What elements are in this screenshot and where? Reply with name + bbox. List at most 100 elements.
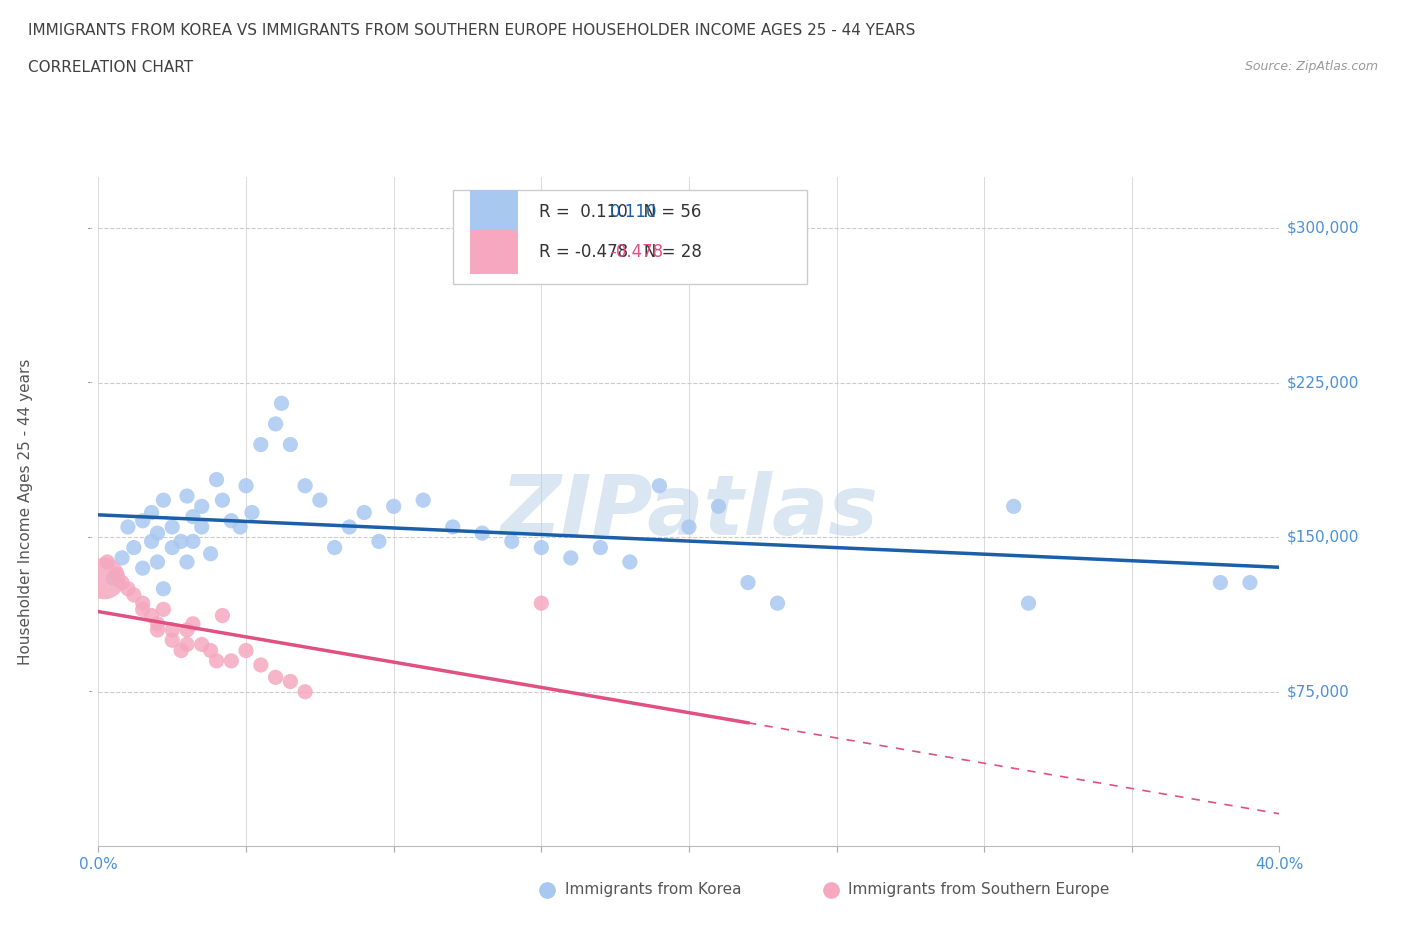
Point	[229, 520, 252, 535]
Text: $300,000: $300,000	[1286, 220, 1360, 235]
Point	[146, 554, 169, 569]
Point	[211, 608, 233, 623]
Point	[181, 534, 204, 549]
Point	[181, 510, 204, 525]
Point	[1002, 498, 1025, 513]
Text: R = -0.478   N = 28: R = -0.478 N = 28	[538, 243, 702, 261]
Point	[441, 520, 464, 535]
Point	[105, 567, 128, 582]
Point	[309, 493, 332, 508]
Point	[191, 520, 214, 535]
Point	[152, 493, 174, 508]
Point	[412, 493, 434, 508]
Text: Source: ZipAtlas.com: Source: ZipAtlas.com	[1244, 60, 1378, 73]
Point	[191, 498, 214, 513]
Point	[162, 520, 183, 535]
Point	[368, 534, 391, 549]
Point	[141, 505, 163, 520]
Point	[353, 505, 375, 520]
Point	[619, 554, 641, 569]
Point	[235, 644, 257, 658]
Text: $75,000: $75,000	[1286, 684, 1350, 699]
Point	[132, 602, 155, 617]
Point	[200, 644, 222, 658]
Point	[278, 674, 302, 689]
FancyBboxPatch shape	[453, 190, 807, 284]
Point	[146, 617, 169, 631]
Point	[264, 670, 287, 684]
Point	[176, 637, 198, 652]
Point	[648, 478, 671, 493]
Point	[219, 513, 242, 528]
Point	[1239, 575, 1261, 590]
Point	[146, 525, 169, 540]
Point	[560, 551, 582, 565]
Text: Householder Income Ages 25 - 44 years: Householder Income Ages 25 - 44 years	[18, 358, 32, 665]
Point	[117, 581, 139, 596]
Point	[96, 554, 118, 569]
Point	[117, 520, 139, 535]
Point	[250, 437, 273, 452]
Text: IMMIGRANTS FROM KOREA VS IMMIGRANTS FROM SOUTHERN EUROPE HOUSEHOLDER INCOME AGES: IMMIGRANTS FROM KOREA VS IMMIGRANTS FROM…	[28, 23, 915, 38]
Point	[141, 534, 163, 549]
Point	[707, 498, 730, 513]
Point	[337, 520, 360, 535]
Point	[278, 437, 302, 452]
FancyBboxPatch shape	[471, 231, 517, 273]
Point	[146, 622, 169, 637]
Point	[1017, 596, 1039, 611]
Point	[162, 632, 183, 647]
Point	[162, 622, 183, 637]
Point	[132, 513, 155, 528]
Point	[205, 654, 228, 669]
Point	[132, 561, 155, 576]
Point	[205, 472, 228, 487]
Point	[219, 654, 242, 669]
Point	[382, 498, 405, 513]
Text: ZIPatlas: ZIPatlas	[501, 471, 877, 552]
Point	[264, 417, 287, 432]
Point	[501, 534, 523, 549]
Point	[200, 546, 222, 561]
Point	[122, 588, 145, 603]
Point	[294, 478, 316, 493]
Point	[132, 596, 155, 611]
Point	[176, 488, 198, 503]
Point	[270, 396, 292, 411]
Point	[162, 540, 183, 555]
Text: $150,000: $150,000	[1286, 530, 1358, 545]
Text: 0.110: 0.110	[610, 203, 658, 220]
Point	[176, 622, 198, 637]
Point	[737, 575, 759, 590]
Text: CORRELATION CHART: CORRELATION CHART	[28, 60, 193, 75]
Point	[589, 540, 612, 555]
Point	[530, 540, 553, 555]
Point	[294, 684, 316, 699]
Point	[152, 602, 174, 617]
Point	[93, 571, 115, 586]
Point	[250, 658, 273, 672]
Point	[122, 540, 145, 555]
Point	[530, 596, 553, 611]
Text: -0.478: -0.478	[610, 243, 664, 261]
Point	[323, 540, 346, 555]
Point	[111, 551, 134, 565]
Point	[235, 478, 257, 493]
Point	[191, 637, 214, 652]
Text: $225,000: $225,000	[1286, 375, 1358, 391]
Text: Immigrants from Southern Europe: Immigrants from Southern Europe	[848, 883, 1109, 897]
Text: R =  0.110   N = 56: R = 0.110 N = 56	[538, 203, 702, 220]
Point	[141, 608, 163, 623]
FancyBboxPatch shape	[471, 190, 517, 233]
Point	[471, 525, 494, 540]
Point	[1209, 575, 1232, 590]
Point	[176, 554, 198, 569]
Text: Immigrants from Korea: Immigrants from Korea	[565, 883, 741, 897]
Point	[766, 596, 789, 611]
Point	[103, 571, 125, 586]
Point	[240, 505, 263, 520]
Point	[678, 520, 700, 535]
Point	[170, 644, 193, 658]
Point	[181, 617, 204, 631]
Point	[211, 493, 233, 508]
